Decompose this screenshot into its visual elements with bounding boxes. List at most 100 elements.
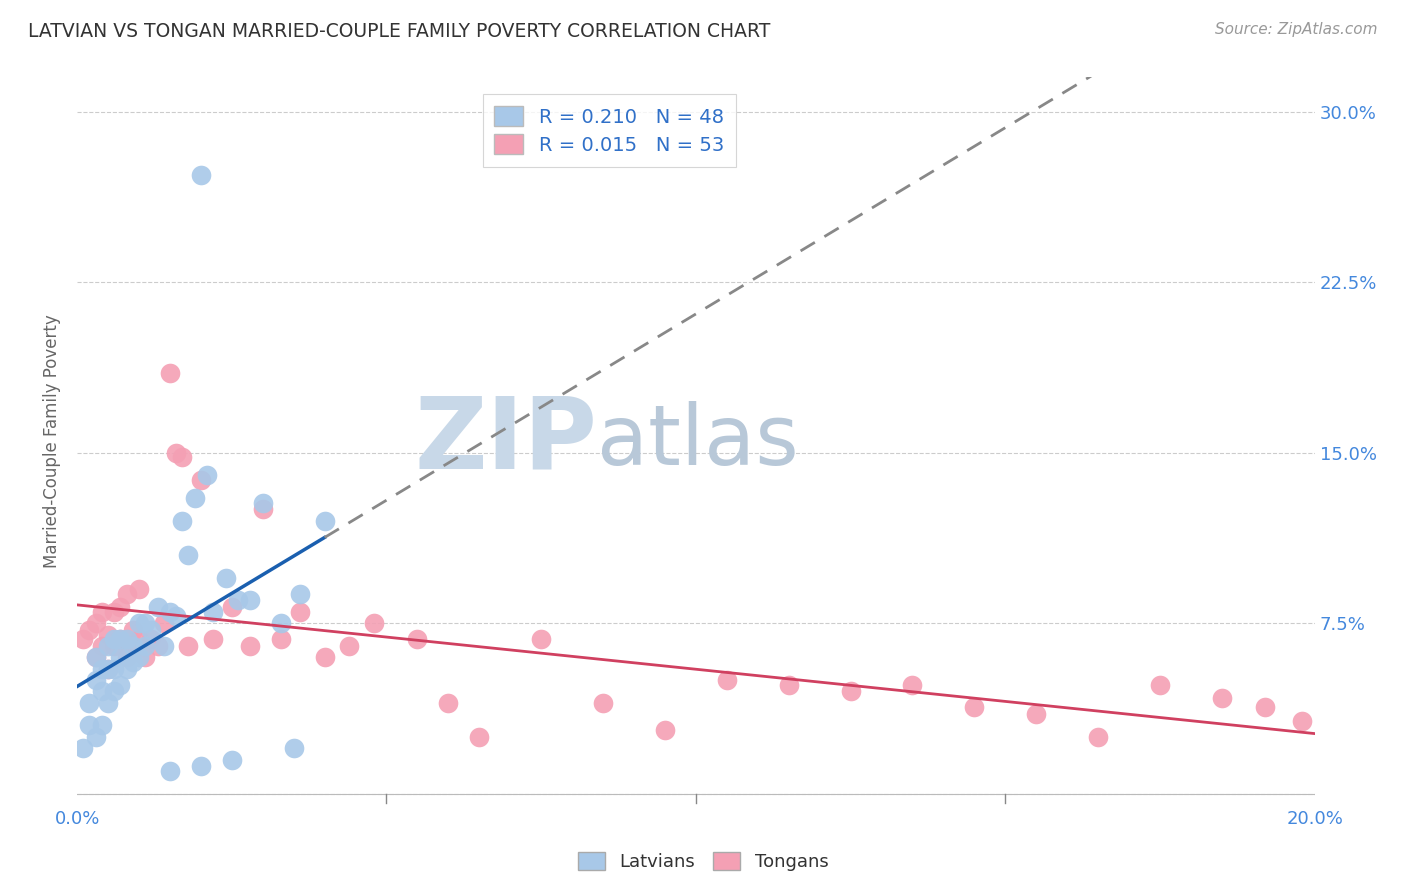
Point	[177, 639, 200, 653]
Point	[110, 632, 132, 646]
Point	[239, 593, 262, 607]
Point	[314, 514, 336, 528]
Point	[103, 632, 125, 646]
Point	[190, 759, 212, 773]
Legend: Latvians, Tongans: Latvians, Tongans	[571, 845, 835, 879]
Point	[214, 571, 236, 585]
Point	[172, 450, 194, 465]
Point	[72, 632, 94, 646]
Point	[115, 650, 138, 665]
Text: ZIP: ZIP	[413, 392, 598, 490]
Point	[121, 639, 143, 653]
Point	[592, 696, 614, 710]
Point	[146, 600, 169, 615]
Point	[963, 700, 986, 714]
Point	[141, 632, 163, 646]
Point	[195, 468, 218, 483]
Point	[115, 632, 138, 646]
Point	[337, 639, 360, 653]
Point	[115, 586, 138, 600]
Point	[84, 730, 107, 744]
Point	[270, 632, 292, 646]
Point	[146, 639, 169, 653]
Y-axis label: Married-Couple Family Poverty: Married-Couple Family Poverty	[44, 314, 60, 568]
Point	[270, 616, 292, 631]
Point	[79, 718, 101, 732]
Point	[437, 696, 460, 710]
Point	[103, 684, 125, 698]
Point	[90, 684, 112, 698]
Point	[79, 623, 101, 637]
Point	[165, 445, 187, 459]
Text: atlas: atlas	[598, 401, 799, 482]
Point	[221, 600, 243, 615]
Point	[134, 616, 156, 631]
Point	[97, 627, 120, 641]
Point	[1291, 714, 1313, 728]
Point	[1025, 707, 1047, 722]
Point	[90, 662, 112, 676]
Point	[121, 639, 143, 653]
Point	[226, 593, 249, 607]
Point	[901, 677, 924, 691]
Point	[97, 662, 120, 676]
Point	[468, 730, 491, 744]
Point	[1149, 677, 1171, 691]
Point	[159, 605, 181, 619]
Point	[103, 605, 125, 619]
Point	[128, 650, 150, 665]
Point	[128, 582, 150, 596]
Point	[252, 496, 274, 510]
Point	[202, 605, 225, 619]
Point	[221, 753, 243, 767]
Point	[90, 639, 112, 653]
Point	[839, 684, 862, 698]
Legend: R = 0.210   N = 48, R = 0.015   N = 53: R = 0.210 N = 48, R = 0.015 N = 53	[482, 95, 735, 167]
Point	[121, 655, 143, 669]
Point	[84, 650, 107, 665]
Point	[177, 548, 200, 562]
Point	[1087, 730, 1109, 744]
Point	[84, 616, 107, 631]
Point	[190, 473, 212, 487]
Point	[110, 632, 132, 646]
Point	[110, 650, 132, 665]
Point	[110, 677, 132, 691]
Point	[202, 632, 225, 646]
Point	[90, 605, 112, 619]
Point	[716, 673, 738, 687]
Point	[288, 586, 311, 600]
Point	[283, 741, 305, 756]
Point	[134, 650, 156, 665]
Point	[654, 723, 676, 737]
Point	[72, 741, 94, 756]
Point	[128, 632, 150, 646]
Point	[103, 639, 125, 653]
Text: LATVIAN VS TONGAN MARRIED-COUPLE FAMILY POVERTY CORRELATION CHART: LATVIAN VS TONGAN MARRIED-COUPLE FAMILY …	[28, 22, 770, 41]
Point	[363, 616, 385, 631]
Point	[1211, 691, 1233, 706]
Point	[288, 605, 311, 619]
Point	[97, 662, 120, 676]
Point	[406, 632, 429, 646]
Point	[97, 696, 120, 710]
Point	[183, 491, 205, 505]
Point	[79, 696, 101, 710]
Point	[239, 639, 262, 653]
Point	[115, 662, 138, 676]
Point	[314, 650, 336, 665]
Point	[159, 764, 181, 778]
Point	[159, 366, 181, 380]
Point	[252, 502, 274, 516]
Point	[530, 632, 553, 646]
Point	[152, 639, 174, 653]
Point	[84, 673, 107, 687]
Point	[141, 623, 163, 637]
Point	[103, 662, 125, 676]
Point	[90, 718, 112, 732]
Point	[190, 168, 212, 182]
Point	[84, 650, 107, 665]
Point	[1254, 700, 1277, 714]
Point	[152, 616, 174, 631]
Point	[121, 623, 143, 637]
